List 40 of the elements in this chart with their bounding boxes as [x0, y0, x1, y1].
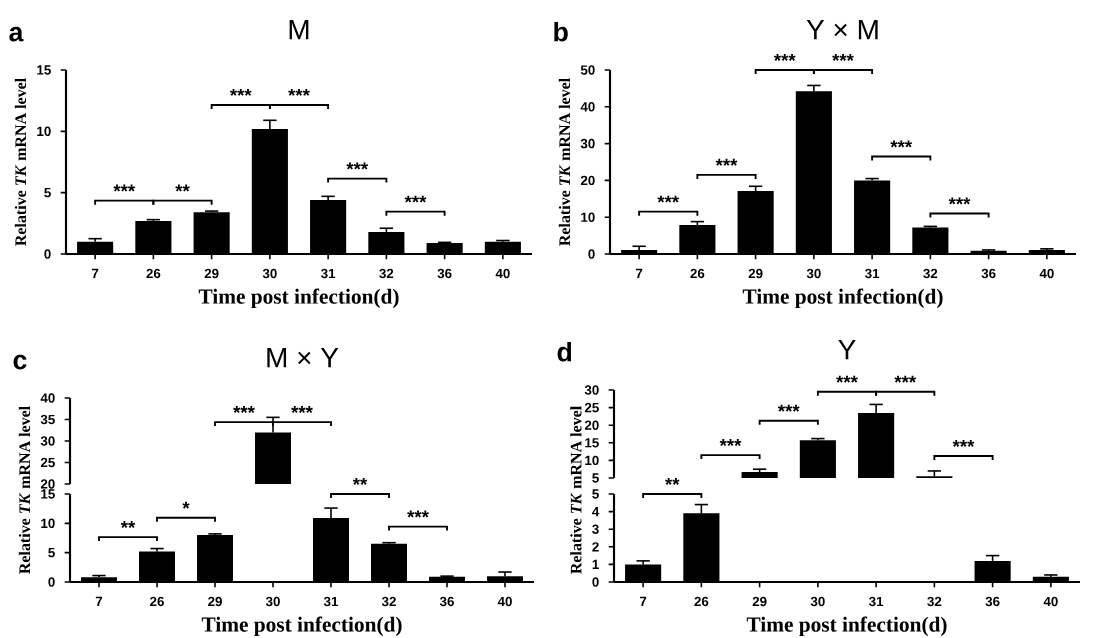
x-axis-title: Time post infection(d) [198, 288, 399, 309]
x-axis-title: Time post infection(d) [201, 616, 402, 637]
chart-title: M [289, 20, 309, 40]
annotation: ** [120, 521, 136, 529]
x-axis-title: Time post infection(d) [746, 616, 947, 637]
annotation: *** [657, 195, 680, 203]
annotation: ** [175, 184, 190, 192]
annotation: *** [291, 406, 313, 413]
annotation: *** [346, 162, 369, 170]
annotation: *** [719, 439, 742, 447]
annotation: *** [715, 158, 738, 166]
annotation: *** [952, 439, 975, 447]
text: *** [836, 375, 858, 383]
annotation: *** [890, 140, 913, 148]
y-axis-title: Relative TK mRNA level [558, 78, 571, 246]
text: b [554, 21, 568, 42]
annotation: *** [113, 184, 136, 192]
annotation: ** [665, 477, 680, 485]
text: c [13, 354, 27, 370]
annotation: *** [229, 88, 252, 96]
annotation: *** [407, 510, 429, 518]
annotation: *** [233, 406, 255, 413]
y-axis-title: Relative TK mRNA level [18, 406, 31, 574]
text: d [557, 341, 572, 362]
y-axis-title: Relative TK mRNA level [570, 406, 582, 574]
text: *** [894, 375, 917, 383]
chart-title: Y [838, 340, 856, 360]
y-axis-title: Relative TK mRNA level [14, 78, 27, 246]
x-axis-title: Time post infection(d) [742, 288, 943, 309]
annotation: *** [948, 197, 971, 205]
text: a [9, 26, 24, 42]
chart-title: M × Y [267, 348, 339, 368]
annotation: *** [404, 195, 427, 203]
annotation: *** [777, 404, 800, 412]
annotation: ** [352, 477, 368, 485]
annotation: *** [288, 88, 310, 96]
text: *** [832, 53, 854, 61]
chart-title: Y × M [806, 20, 878, 40]
annotation: * [182, 501, 190, 509]
text: *** [773, 53, 796, 61]
